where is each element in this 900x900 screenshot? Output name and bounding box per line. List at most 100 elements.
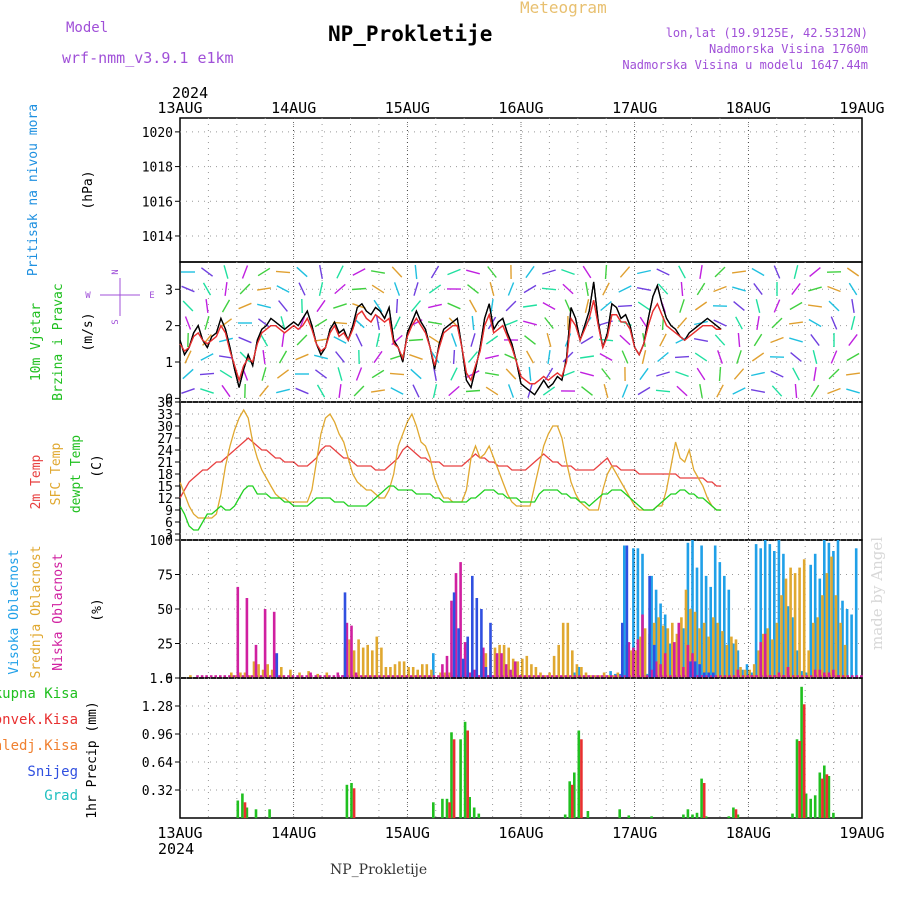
clouds-bar (411, 667, 415, 678)
clouds-bar (282, 675, 286, 678)
wind-arrow (238, 336, 252, 344)
wind-arrow (259, 385, 269, 397)
bottom-x-tick-label: 17AUG (612, 824, 657, 842)
temperature-ytick-label: 30 (157, 420, 173, 435)
clouds-axis-title: Niska Oblacnost (51, 553, 66, 670)
wind-arrow (298, 282, 306, 296)
clouds-bar (775, 622, 779, 678)
wind-arrow (489, 282, 495, 296)
clouds-bar (763, 633, 767, 678)
wind-arrow (371, 284, 385, 294)
precipitation-bar (345, 784, 349, 819)
wind-arrow (507, 282, 515, 296)
wind-arrow (184, 350, 192, 364)
clouds-axis-title: Srednja Oblacnost (29, 545, 44, 678)
wind-arrow (732, 286, 746, 292)
temperature-axis-title: (C) (90, 454, 105, 477)
wind-arrow (585, 281, 589, 297)
clouds-bar (768, 544, 772, 678)
clouds-bar (539, 672, 542, 678)
precipitation-ytick-label: 0.32 (142, 784, 173, 799)
wind-arrow (200, 267, 214, 277)
page-title: NP_Prokletije (328, 22, 493, 46)
wind-arrow (470, 333, 476, 347)
clouds-bar (504, 664, 508, 678)
clouds-bar (700, 545, 703, 678)
top-x-tick-label: 17AUG (612, 99, 657, 117)
clouds-bar (807, 650, 810, 678)
clouds-bar (228, 675, 231, 678)
precipitation-bar (700, 778, 703, 818)
clouds-bar (750, 675, 753, 678)
wind-arrow (696, 367, 706, 381)
wind-arrow (561, 370, 575, 378)
precipitation-bar (809, 798, 812, 819)
wind-arrow (733, 301, 745, 311)
wind-arrow (395, 298, 399, 314)
clouds-bar (471, 575, 474, 678)
wind-arrow (241, 265, 249, 279)
wind-arrow (579, 355, 595, 359)
wind-arrow (809, 267, 821, 277)
clouds-bar (671, 622, 674, 678)
wind-arrow (471, 315, 475, 331)
clouds-bar (723, 575, 726, 678)
clouds-bar (263, 609, 267, 678)
clouds-bar (739, 667, 742, 678)
clouds-bar (307, 671, 310, 678)
wind-arrow (828, 368, 840, 380)
clouds-bar (718, 562, 722, 678)
clouds-bar (802, 559, 806, 678)
precipitation-bar (573, 772, 576, 818)
wind-arrow (580, 335, 594, 345)
clouds-bar (719, 675, 722, 678)
wind-arrow (678, 265, 686, 279)
clouds-bar (459, 562, 462, 678)
precipitation-bar (586, 811, 590, 818)
clouds-bar (332, 675, 336, 678)
wind-arrow (810, 333, 820, 347)
clouds-bar (636, 639, 640, 678)
wind-arrow (219, 369, 233, 379)
wind-arrow (337, 367, 343, 381)
clouds-bar (443, 672, 447, 678)
precipitation-bar (627, 815, 631, 818)
pressure-ytick-label: 1018 (142, 161, 173, 176)
wind-arrow (450, 367, 458, 381)
wind-arrow (523, 284, 537, 294)
wind-arrow (693, 338, 709, 342)
clouds-bar (713, 545, 717, 678)
wind-arrow (604, 264, 608, 280)
wind-arrow (448, 385, 460, 397)
wind-arrow (316, 384, 326, 398)
wind-arrow (813, 366, 817, 382)
clouds-bar (502, 644, 506, 678)
top-x-tick-label: 14AUG (271, 99, 316, 117)
wind-arrow (830, 350, 838, 364)
wind-arrow (259, 333, 269, 347)
wind-ytick-label: 0 (165, 392, 173, 407)
wind-arrow (846, 267, 860, 277)
wind-arrow (200, 353, 214, 361)
clouds-bar (650, 575, 653, 678)
clouds-bar (532, 675, 536, 678)
clouds-bar (270, 669, 274, 678)
clouds-bar (428, 675, 431, 678)
compass-north-label: N (111, 269, 121, 274)
clouds-bar (584, 672, 588, 678)
clouds-bar (248, 675, 251, 678)
wind-arrow (771, 317, 783, 329)
clouds-bar (234, 675, 238, 678)
wind-arrow (202, 334, 212, 346)
bottom-x-tick-label: 15AUG (385, 824, 430, 842)
wind-arrow (485, 354, 499, 360)
clouds-bar (610, 675, 613, 678)
wind-arrow (753, 333, 763, 347)
top-x-tick-label: 16AUG (498, 99, 543, 117)
clouds-bar (352, 650, 356, 678)
clouds-bar (827, 542, 831, 678)
clouds-bar (523, 675, 527, 678)
temperature-ytick-label: 6 (165, 516, 173, 531)
wind-ytick-label: 2 (165, 320, 173, 335)
clouds-bar (796, 675, 799, 678)
